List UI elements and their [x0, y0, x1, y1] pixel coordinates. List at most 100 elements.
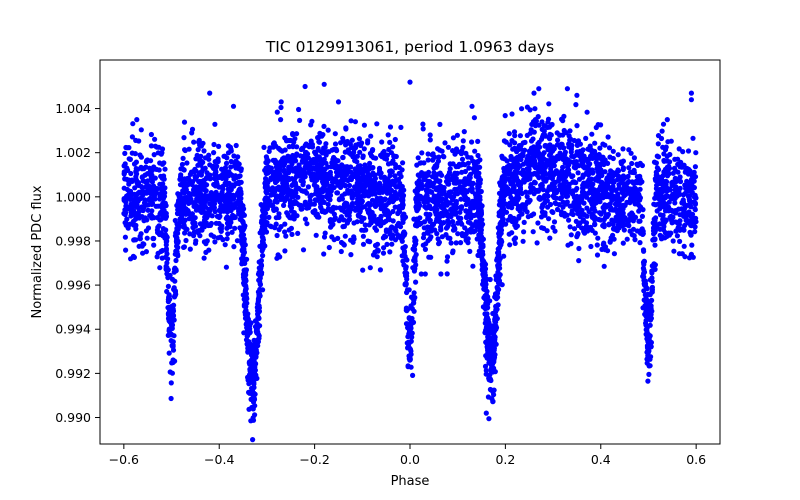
data-point — [329, 179, 336, 185]
data-point — [660, 188, 666, 194]
data-point — [173, 257, 179, 264]
data-point — [122, 234, 128, 240]
data-point — [371, 213, 377, 219]
data-point — [157, 265, 163, 271]
data-point — [323, 194, 329, 200]
data-point — [385, 212, 391, 218]
data-point — [328, 208, 334, 214]
data-point — [148, 143, 154, 149]
data-point — [574, 185, 580, 192]
data-point — [155, 224, 161, 230]
data-point — [692, 224, 698, 230]
data-point — [274, 232, 280, 239]
data-point — [215, 174, 221, 180]
data-point — [141, 166, 147, 172]
data-point — [157, 217, 163, 223]
data-point — [626, 178, 632, 185]
data-point — [465, 219, 471, 225]
data-point — [461, 129, 467, 135]
data-point — [134, 171, 140, 177]
data-point — [551, 187, 557, 193]
data-point — [143, 190, 150, 196]
data-point — [365, 238, 371, 244]
data-point — [640, 229, 646, 235]
data-point — [558, 195, 565, 201]
data-point — [507, 242, 513, 248]
data-point — [381, 245, 387, 251]
data-point — [532, 106, 538, 112]
data-point — [348, 176, 354, 183]
data-point — [139, 214, 145, 220]
data-point — [327, 183, 333, 189]
data-point — [475, 190, 481, 196]
data-point — [598, 122, 604, 128]
data-point — [415, 193, 421, 199]
data-point — [387, 249, 393, 255]
data-point — [556, 202, 562, 208]
data-point — [575, 231, 581, 237]
data-point — [469, 103, 475, 109]
data-point — [560, 199, 566, 205]
data-point — [498, 237, 504, 243]
data-point — [411, 300, 417, 306]
data-point — [178, 166, 184, 172]
data-point — [549, 209, 555, 215]
data-point — [404, 308, 410, 314]
data-point — [354, 219, 360, 225]
data-point — [170, 347, 177, 353]
data-point — [469, 198, 476, 204]
data-point — [157, 211, 163, 217]
data-point — [272, 225, 278, 231]
data-point — [652, 176, 658, 182]
data-point — [288, 191, 294, 197]
data-point — [545, 116, 552, 122]
data-point — [448, 207, 454, 213]
data-point — [215, 235, 221, 241]
data-point — [499, 213, 505, 219]
data-point — [584, 183, 590, 189]
data-point — [201, 148, 207, 154]
data-point — [216, 214, 222, 220]
data-point — [361, 122, 367, 128]
data-point — [691, 169, 697, 175]
data-point — [675, 156, 681, 162]
data-point — [375, 216, 381, 223]
data-point — [359, 204, 365, 210]
data-point — [534, 165, 540, 171]
data-point — [313, 232, 319, 238]
data-point — [181, 119, 188, 125]
data-point — [196, 171, 202, 177]
data-point — [593, 124, 599, 131]
data-point — [497, 228, 503, 234]
data-point — [500, 197, 507, 203]
data-point — [239, 236, 245, 242]
data-point — [361, 227, 367, 233]
data-point — [601, 240, 607, 246]
data-point — [389, 169, 395, 175]
data-point — [252, 360, 258, 367]
data-point — [500, 178, 506, 184]
data-point — [666, 208, 672, 214]
data-point — [521, 229, 527, 235]
data-point — [531, 211, 537, 217]
data-point — [575, 170, 581, 176]
data-point — [191, 139, 197, 145]
data-point — [546, 152, 553, 158]
data-point — [615, 218, 621, 224]
data-point — [631, 155, 638, 161]
data-point — [588, 153, 594, 159]
data-point — [618, 205, 624, 212]
data-point — [677, 185, 683, 191]
data-point — [420, 126, 426, 132]
data-point — [683, 183, 689, 189]
data-point — [649, 268, 655, 274]
data-point — [277, 164, 283, 170]
data-point — [450, 227, 457, 233]
data-point — [160, 226, 166, 232]
data-point — [367, 212, 373, 218]
data-point — [526, 166, 532, 172]
data-point — [445, 235, 451, 241]
x-tick-label: 0.0 — [400, 452, 420, 467]
data-point — [259, 213, 265, 219]
y-tick-label: 0.998 — [55, 233, 91, 248]
